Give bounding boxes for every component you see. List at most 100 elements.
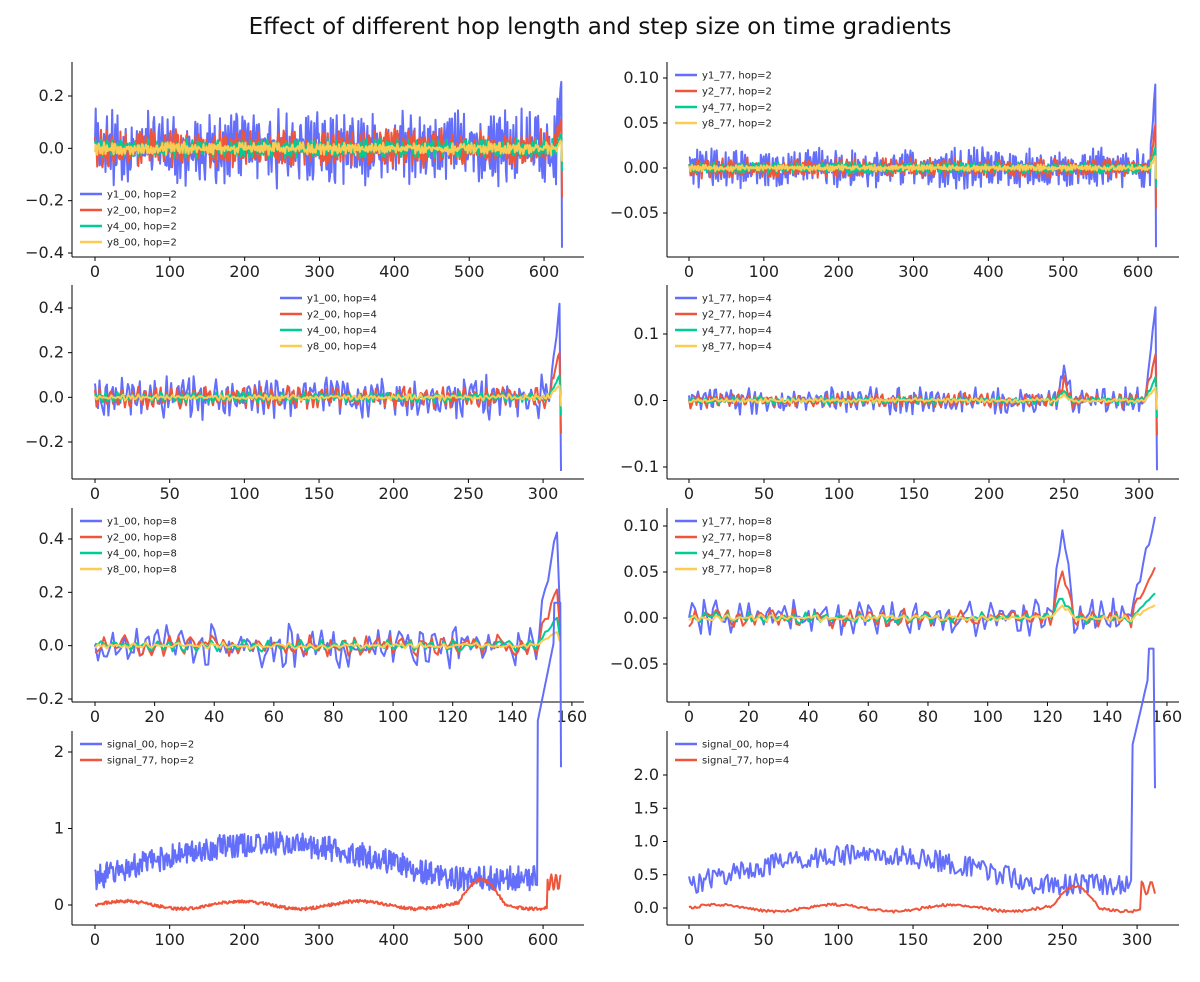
x-tick-label: 120	[437, 707, 468, 726]
y-tick-label: −0.2	[25, 432, 64, 451]
x-tick-label: 0	[684, 262, 694, 281]
legend: y1_77, hop=8 y2_77, hop=8 y4_77, hop=8 y8_7…	[675, 517, 772, 576]
chart-panel-4: 0 50 100 150 200 250 300 −0.1 0.0 0.1 y1_77, hop=4…	[620, 285, 1179, 503]
y-tick-label: −0.1	[620, 457, 659, 476]
x-tick-label: 0	[90, 484, 100, 503]
x-tick-label: 100	[229, 484, 260, 503]
legend: y1_77, hop=2 y2_77, hop=2 y4_77, hop=2 y8_7…	[675, 71, 772, 130]
series-line-4	[688, 604, 1156, 623]
series-line-1	[688, 306, 1158, 471]
x-tick-label: 50	[159, 484, 179, 503]
x-tick-label: 250	[1047, 930, 1078, 949]
series-line-2	[688, 353, 1158, 436]
y-tick-label: −0.2	[25, 689, 64, 708]
x-tick-label: 20	[144, 707, 164, 726]
x-tick-label: 60	[264, 707, 284, 726]
legend-label: y1_77, hop=2	[702, 71, 772, 82]
legend-label: signal_77, hop=2	[107, 756, 194, 767]
y-tick-label: 0.05	[623, 562, 659, 581]
y-tick-label: −0.05	[610, 654, 659, 673]
x-tick-label: 300	[1124, 484, 1155, 503]
y-tick-label: 0.00	[623, 608, 659, 627]
x-tick-label: 0	[90, 707, 100, 726]
legend-label: y2_77, hop=4	[702, 310, 772, 321]
legend-label: y1_00, hop=8	[107, 517, 177, 528]
legend-label: y2_00, hop=2	[107, 206, 177, 217]
chart-panel-1: 0 100 200 300 400 500 600 −0.4 −0.2 0.0 0.2 y1_00, …	[25, 62, 584, 281]
chart-panel-3: 0 50 100 150 200 250 300 −0.2 0.0 0.2 0.4 y1_00, ho…	[25, 285, 584, 503]
legend-label: y2_00, hop=8	[107, 533, 177, 544]
x-tick-label: 300	[304, 262, 335, 281]
x-tick-label: 0	[90, 930, 100, 949]
x-tick-label: 200	[229, 262, 260, 281]
series-line-3	[94, 616, 561, 653]
y-tick-label: 0.2	[39, 86, 64, 105]
x-tick-label: 600	[529, 262, 560, 281]
legend-label: y4_00, hop=4	[307, 326, 377, 337]
y-tick-label: 0.5	[634, 865, 659, 884]
x-tick-label: 500	[453, 930, 484, 949]
y-tick-label: 0	[54, 895, 64, 914]
legend-label: y4_00, hop=2	[107, 222, 177, 233]
y-tick-label: −0.4	[25, 243, 64, 262]
y-tick-label: 0.4	[39, 529, 64, 548]
x-tick-label: 100	[749, 262, 780, 281]
y-tick-label: 0.0	[39, 636, 64, 655]
series-line-4	[94, 631, 561, 650]
x-tick-label: 200	[229, 930, 260, 949]
x-tick-label: 140	[1092, 707, 1123, 726]
legend-label: y8_00, hop=2	[107, 238, 177, 249]
x-tick-label: 250	[1049, 484, 1080, 503]
legend: y1_77, hop=4 y2_77, hop=4 y4_77, hop=4 y8_7…	[675, 294, 772, 353]
y-tick-label: 0.0	[39, 138, 64, 157]
x-tick-label: 600	[1123, 262, 1154, 281]
legend-label: signal_00, hop=2	[107, 740, 194, 751]
x-tick-label: 400	[378, 930, 409, 949]
legend: y1_00, hop=8 y2_00, hop=8 y4_00, hop=8 y8_0…	[80, 517, 177, 576]
series-line-1	[688, 647, 1156, 897]
y-tick-label: 0.0	[39, 387, 64, 406]
y-tick-label: 2	[54, 742, 64, 761]
legend-label: y8_77, hop=8	[702, 565, 772, 576]
y-tick-label: 0.00	[623, 158, 659, 177]
x-tick-label: 0	[684, 930, 694, 949]
x-tick-label: 200	[974, 484, 1005, 503]
y-tick-label: 0.4	[39, 298, 64, 317]
chart-panel-2: 0 100 200 300 400 500 600 −0.05 0.00 0.05 0.10 y1_7…	[610, 62, 1179, 281]
x-tick-label: 300	[1122, 930, 1153, 949]
x-tick-label: 100	[155, 262, 186, 281]
x-tick-label: 50	[754, 484, 774, 503]
x-tick-label: 200	[378, 484, 409, 503]
y-tick-label: 0.2	[39, 343, 64, 362]
series-line-4	[688, 155, 1157, 179]
series-line-3	[688, 592, 1156, 625]
x-tick-label: 160	[557, 707, 588, 726]
legend-label: y2_77, hop=2	[702, 87, 772, 98]
x-tick-label: 200	[972, 930, 1003, 949]
series-line-2	[94, 873, 562, 912]
y-tick-label: 0.1	[634, 324, 659, 343]
series-line-4	[94, 139, 563, 162]
x-tick-label: 160	[1152, 707, 1183, 726]
y-tick-label: 0.0	[634, 898, 659, 917]
x-tick-label: 20	[739, 707, 759, 726]
x-tick-label: 600	[528, 930, 559, 949]
y-tick-label: −0.2	[25, 191, 64, 210]
x-tick-label: 100	[378, 707, 409, 726]
legend-label: y8_00, hop=8	[107, 565, 177, 576]
legend: y1_00, hop=2 y2_00, hop=2 y4_00, hop=2 y8_0…	[80, 190, 177, 249]
legend-label: y4_77, hop=8	[702, 549, 772, 560]
y-tick-label: 1	[54, 819, 64, 838]
legend: signal_00, hop=4 signal_77, hop=4	[675, 740, 789, 767]
x-tick-label: 0	[90, 262, 100, 281]
x-tick-label: 0	[684, 484, 694, 503]
y-tick-label: −0.05	[610, 203, 659, 222]
x-tick-label: 0	[684, 707, 694, 726]
x-tick-label: 100	[824, 484, 855, 503]
x-tick-label: 300	[528, 484, 559, 503]
y-tick-label: 0.10	[623, 516, 659, 535]
legend-label: y1_77, hop=4	[702, 294, 772, 305]
x-tick-label: 40	[204, 707, 224, 726]
